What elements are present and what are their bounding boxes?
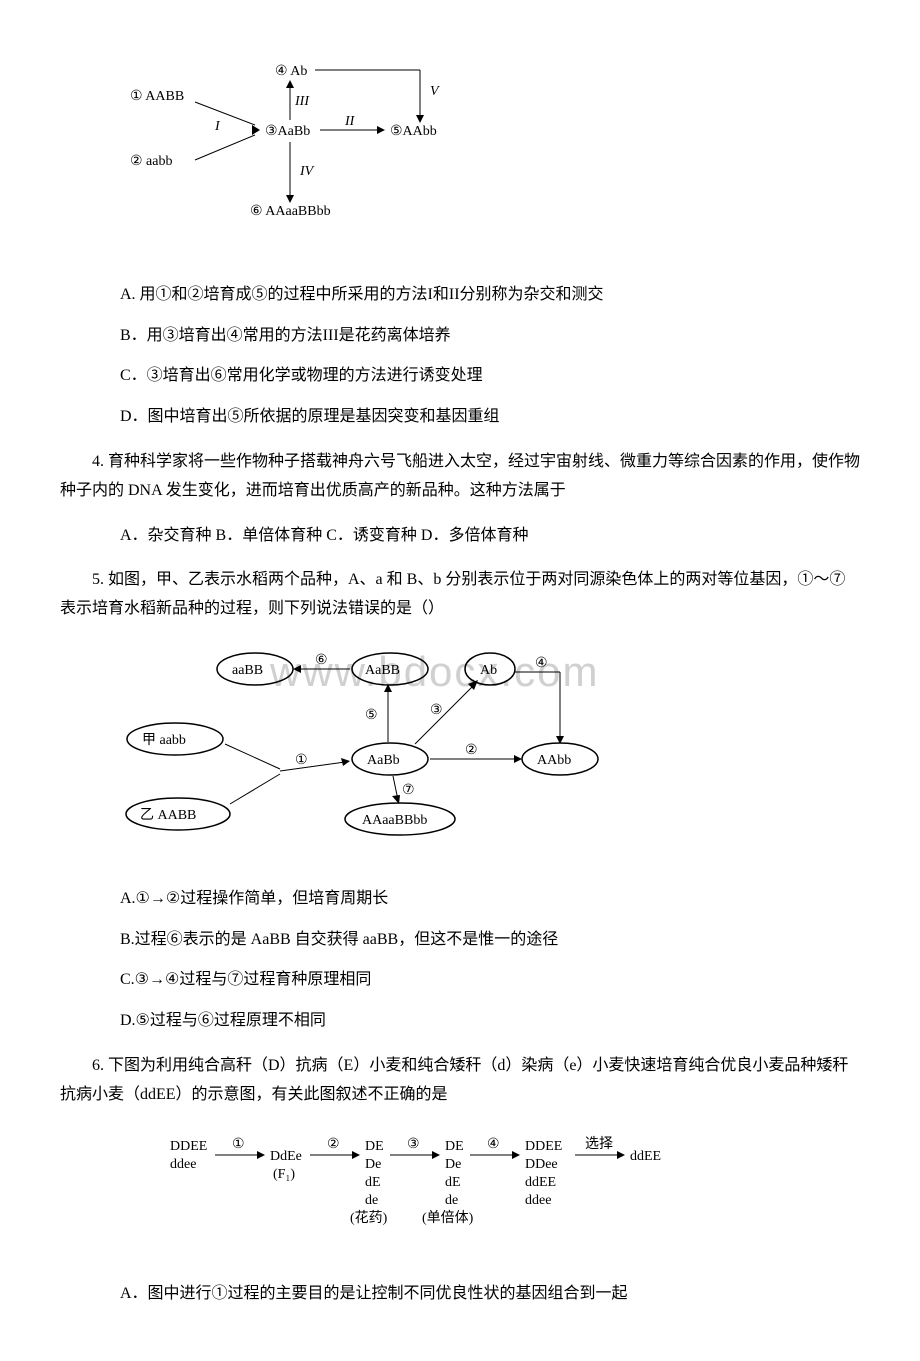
q6-l2: ddee <box>170 1157 196 1172</box>
diagram-q5-svg: 甲 aabb 乙 AABB aaBB AaBB AaBb Ab AAbb AAa… <box>100 644 620 844</box>
q6-select: 选择 <box>585 1136 613 1152</box>
node-jia: 甲 aabb <box>142 733 186 748</box>
q4-options: A．杂交育种 B．单倍体育种 C．诱变育种 D．多倍体育种 <box>120 522 860 551</box>
q6-c3-2: De <box>365 1157 381 1172</box>
q6-c3-4: de <box>365 1193 378 1208</box>
q6-c5-3: ddEE <box>525 1175 556 1190</box>
edge-1: I <box>214 119 221 134</box>
diagram-q3-svg: ① AABB ② aabb ③AaBb ④ Ab ⑤AAbb ⑥ AAaaBBb… <box>100 60 500 240</box>
q6-f1-sub: (F₁) <box>273 1167 295 1182</box>
diagram-q3: ① AABB ② aabb ③AaBb ④ Ab ⑤AAbb ⑥ AAaaBBb… <box>100 60 860 251</box>
edge-5-q5: ⑤ <box>365 708 378 723</box>
q5-text: 5. 如图，甲、乙表示水稻两个品种，A、a 和 B、b 分别表示位于两对同源染色… <box>60 566 860 624</box>
edge-1-q5: ① <box>295 753 308 768</box>
edge-2-q5: ② <box>465 743 478 758</box>
q6-e4: ④ <box>487 1137 500 1152</box>
q3-option-b: B．用③培育出④常用的方法III是花药离体培养 <box>120 322 860 351</box>
node-2: ② aabb <box>130 154 172 169</box>
edge-5: V <box>430 84 440 99</box>
diagram-q5-wrapper: www.bdocx.com 甲 aabb 乙 AABB aaBB AaBB Aa… <box>60 644 860 855</box>
q6-c3-1: DE <box>365 1139 384 1154</box>
q3-option-c: C．③培育出⑥常用化学或物理的方法进行诱变处理 <box>120 362 860 391</box>
node-Ab: Ab <box>480 663 497 678</box>
q5-option-a: A.①→②过程操作简单，但培育周期长 <box>120 885 860 914</box>
q3-option-a: A. 用①和②培育成⑤的过程中所采用的方法I和II分别称为杂交和测交 <box>120 281 860 310</box>
q6-f1: DdEe <box>270 1149 302 1164</box>
node-6: ⑥ AAaaBBbb <box>250 204 331 219</box>
edge-3: III <box>294 94 310 109</box>
q6-e1: ① <box>232 1137 245 1152</box>
q6-c4-3: dE <box>445 1175 461 1190</box>
node-4: ④ Ab <box>275 64 307 79</box>
edge-6-q5: ⑥ <box>315 653 328 668</box>
edge-2: II <box>344 114 356 129</box>
q4-text: 4. 育种科学家将一些作物种子搭载神舟六号飞船进入太空，经过宇宙射线、微重力等综… <box>60 448 860 506</box>
q6-c3-sub: (花药) <box>350 1210 388 1226</box>
node-AAaaBBbb: AAaaBBbb <box>362 813 427 828</box>
q6-text: 6. 下图为利用纯合高秆（D）抗病（E）小麦和纯合矮秆（d）染病（e）小麦快速培… <box>60 1052 860 1110</box>
q5-option-d: D.⑤过程与⑥过程原理不相同 <box>120 1007 860 1036</box>
q6-c4-4: de <box>445 1193 458 1208</box>
q6-result: ddEE <box>630 1149 661 1164</box>
q6-e2: ② <box>327 1137 340 1152</box>
node-AAbb: AAbb <box>537 753 571 768</box>
q3-option-d: D．图中培育出⑤所依据的原理是基因突变和基因重组 <box>120 403 860 432</box>
node-yi: 乙 AABB <box>140 807 196 823</box>
edge-4-q5: ④ <box>535 656 548 671</box>
q5-option-b: B.过程⑥表示的是 AaBB 自交获得 aaBB，但这不是惟一的途径 <box>120 926 860 955</box>
node-5: ⑤AAbb <box>390 124 437 139</box>
q6-l1: DDEE <box>170 1139 207 1154</box>
q6-c4-sub: (单倍体) <box>422 1210 474 1226</box>
node-aaBB: aaBB <box>232 663 263 678</box>
diagram-q6: DDEE ddee ① DdEe (F₁) ② DE De dE de (花药)… <box>160 1130 860 1251</box>
node-3: ③AaBb <box>265 124 310 139</box>
q6-c4-1: DE <box>445 1139 464 1154</box>
node-AaBB: AaBB <box>365 663 400 678</box>
node-1: ① AABB <box>130 89 184 104</box>
q5-option-c: C.③→④过程与⑦过程育种原理相同 <box>120 966 860 995</box>
q6-c3-3: dE <box>365 1175 381 1190</box>
edge-3-q5: ③ <box>430 703 443 718</box>
edge-4: IV <box>299 164 315 179</box>
q6-option-a: A．图中进行①过程的主要目的是让控制不同优良性状的基因组合到一起 <box>120 1280 860 1309</box>
q6-e3: ③ <box>407 1137 420 1152</box>
diagram-q6-svg: DDEE ddee ① DdEe (F₁) ② DE De dE de (花药)… <box>160 1130 760 1240</box>
q6-c5-1: DDEE <box>525 1139 562 1154</box>
q6-c5-4: ddee <box>525 1193 551 1208</box>
q6-c5-2: DDee <box>525 1157 558 1172</box>
q6-c4-2: De <box>445 1157 461 1172</box>
edge-7-q5: ⑦ <box>402 783 415 798</box>
node-AaBb: AaBb <box>367 753 400 768</box>
